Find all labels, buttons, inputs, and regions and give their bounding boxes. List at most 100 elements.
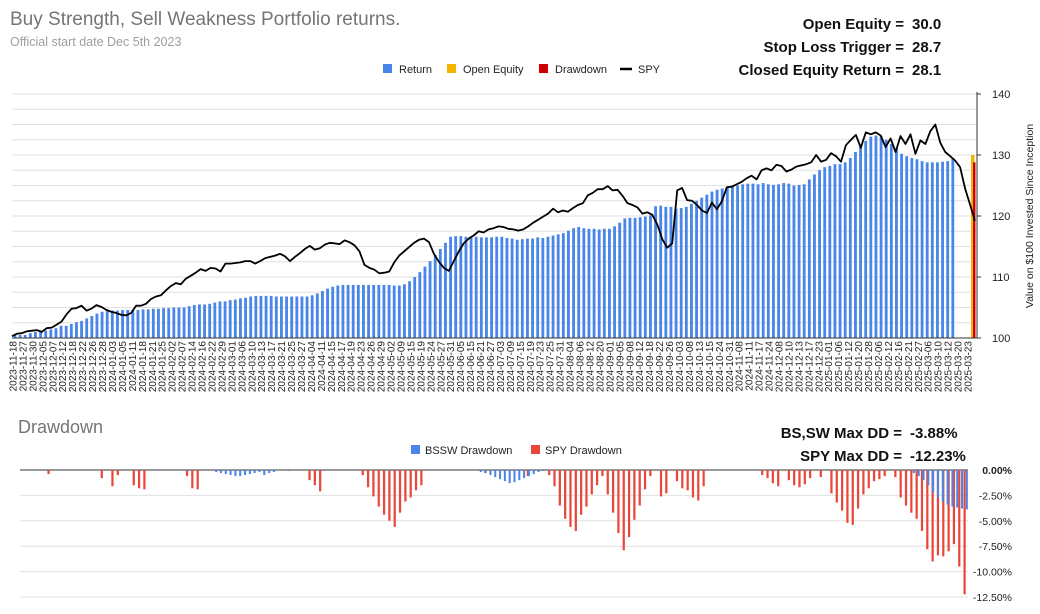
x-tick-label: 2025-01-01 bbox=[824, 341, 835, 393]
return-bar bbox=[659, 205, 663, 338]
bssw-drawdown-bar bbox=[946, 470, 949, 505]
x-tick-label: 2024-10-08 bbox=[685, 341, 696, 393]
spy-drawdown-bar bbox=[590, 470, 593, 495]
bssw-drawdown-bar bbox=[239, 470, 242, 477]
spy-drawdown-bar bbox=[872, 470, 876, 482]
x-tick-label: 2024-07-03 bbox=[496, 341, 507, 393]
legend-open-equity-marker bbox=[447, 64, 456, 73]
return-bar bbox=[951, 158, 955, 338]
return-bar bbox=[228, 300, 232, 338]
spy-drawdown-bar bbox=[883, 470, 886, 477]
spy-drawdown-bar bbox=[196, 470, 199, 490]
spy-drawdown-bar bbox=[548, 470, 551, 476]
stat-closed-equity: Closed Equity Return = 28.1 bbox=[739, 62, 948, 79]
return-bar bbox=[187, 306, 191, 338]
bssw-drawdown-bar bbox=[951, 470, 954, 507]
stat-label: Stop Loss Trigger = bbox=[763, 39, 904, 56]
x-tick-label: 2025-01-28 bbox=[864, 341, 875, 393]
x-tick-label: 2023-11-18 bbox=[9, 341, 20, 392]
return-bar bbox=[444, 242, 447, 338]
spy-drawdown-bar bbox=[686, 470, 689, 491]
x-tick-label: 2025-03-12 bbox=[944, 341, 955, 393]
return-bar bbox=[756, 184, 760, 338]
return-bar bbox=[341, 284, 345, 338]
return-bar bbox=[889, 144, 893, 338]
return-bar bbox=[300, 296, 304, 338]
spy-drawdown-bar bbox=[191, 470, 194, 489]
return-bar bbox=[346, 284, 350, 338]
spy-line bbox=[11, 123, 976, 338]
return-bar bbox=[930, 162, 934, 338]
x-tick-label: 2024-02-14 bbox=[188, 341, 199, 393]
return-bar bbox=[469, 236, 473, 338]
spy-drawdown-bar bbox=[910, 470, 913, 513]
x-tick-label: 2024-01-18 bbox=[138, 341, 149, 393]
return-bar bbox=[397, 285, 401, 338]
return-bar bbox=[100, 311, 104, 338]
return-bar bbox=[572, 228, 575, 338]
x-tick-label: 2024-07-15 bbox=[516, 341, 527, 393]
spy-drawdown-bar bbox=[569, 470, 572, 527]
spy-drawdown-bar bbox=[627, 470, 631, 538]
spy-drawdown-bar bbox=[409, 470, 412, 498]
spy-drawdown-bar bbox=[377, 470, 380, 507]
return-bar bbox=[331, 286, 335, 338]
spy-drawdown-bar bbox=[697, 470, 700, 501]
return-bar bbox=[285, 296, 288, 338]
spy-drawdown-bar bbox=[691, 470, 695, 498]
return-bar bbox=[367, 284, 370, 338]
return-bar bbox=[310, 295, 314, 338]
return-bar bbox=[433, 255, 437, 338]
spy-drawdown-bar bbox=[185, 470, 189, 477]
x-tick-label: 2024-05-24 bbox=[426, 341, 437, 393]
spy-drawdown-bar bbox=[111, 470, 114, 487]
x-tick-label: 2024-09-26 bbox=[665, 341, 676, 393]
x-tick-label: 2025-03-23 bbox=[964, 341, 975, 393]
x-tick-label: 2024-01-11 bbox=[128, 341, 139, 392]
spy-drawdown-bar bbox=[553, 470, 556, 487]
spy-drawdown-bar bbox=[558, 470, 561, 506]
x-tick-label: 2025-03-10 bbox=[934, 341, 945, 393]
legend-bssw-drawdown: BSSW Drawdown bbox=[425, 445, 512, 457]
return-bar bbox=[28, 333, 32, 338]
bssw-drawdown-bar bbox=[922, 470, 925, 481]
x-tick-label: 2024-10-24 bbox=[715, 341, 726, 393]
spy-drawdown-bar bbox=[132, 470, 135, 486]
x-tick-label: 2024-05-31 bbox=[446, 341, 457, 393]
return-bar bbox=[833, 164, 837, 338]
return-bar bbox=[105, 311, 109, 338]
y-axis-title: Value on $100 Invested Since Inception bbox=[1024, 124, 1036, 308]
return-bar bbox=[608, 228, 611, 338]
spy-drawdown-bar bbox=[675, 470, 679, 482]
spy-drawdown-bar bbox=[963, 470, 966, 595]
spy-drawdown-bar bbox=[100, 470, 103, 479]
spy-drawdown-bar bbox=[414, 470, 418, 491]
x-tick-label: 2024-09-01 bbox=[605, 341, 616, 393]
x-tick-label: 2024-03-27 bbox=[297, 341, 308, 393]
return-bar bbox=[464, 236, 468, 338]
x-tick-label: 2024-12-13 bbox=[794, 341, 805, 393]
bssw-drawdown-bar bbox=[936, 470, 939, 498]
x-tick-label: 2024-12-17 bbox=[804, 341, 815, 393]
x-tick-label: 2024-07-31 bbox=[556, 341, 567, 393]
return-bar bbox=[208, 303, 212, 338]
x-tick-label: 2024-07-23 bbox=[536, 341, 547, 393]
return-bar bbox=[705, 194, 709, 338]
x-tick-label: 2024-05-02 bbox=[387, 341, 398, 393]
x-tick-label: 2024-05-27 bbox=[436, 341, 447, 393]
stat-label: BS,SW Max DD = bbox=[780, 425, 902, 442]
spy-drawdown-bar bbox=[862, 470, 865, 495]
return-bar bbox=[679, 208, 683, 338]
x-tick-label: 2023-12-18 bbox=[68, 341, 79, 393]
bssw-drawdown-bar bbox=[965, 470, 968, 510]
return-bar bbox=[249, 296, 253, 338]
return-bar bbox=[715, 189, 719, 338]
dd-y-tick-label: -7.50% bbox=[979, 541, 1012, 553]
stat-label: Closed Equity Return = bbox=[738, 62, 904, 79]
x-tick-label: 2024-05-09 bbox=[396, 341, 407, 393]
x-tick-label: 2024-11-24 bbox=[765, 341, 776, 392]
y-tick-label: 120 bbox=[992, 211, 1010, 223]
legend-bssw-drawdown-marker bbox=[411, 445, 420, 454]
return-bar bbox=[510, 238, 514, 338]
return-bar bbox=[777, 184, 780, 338]
